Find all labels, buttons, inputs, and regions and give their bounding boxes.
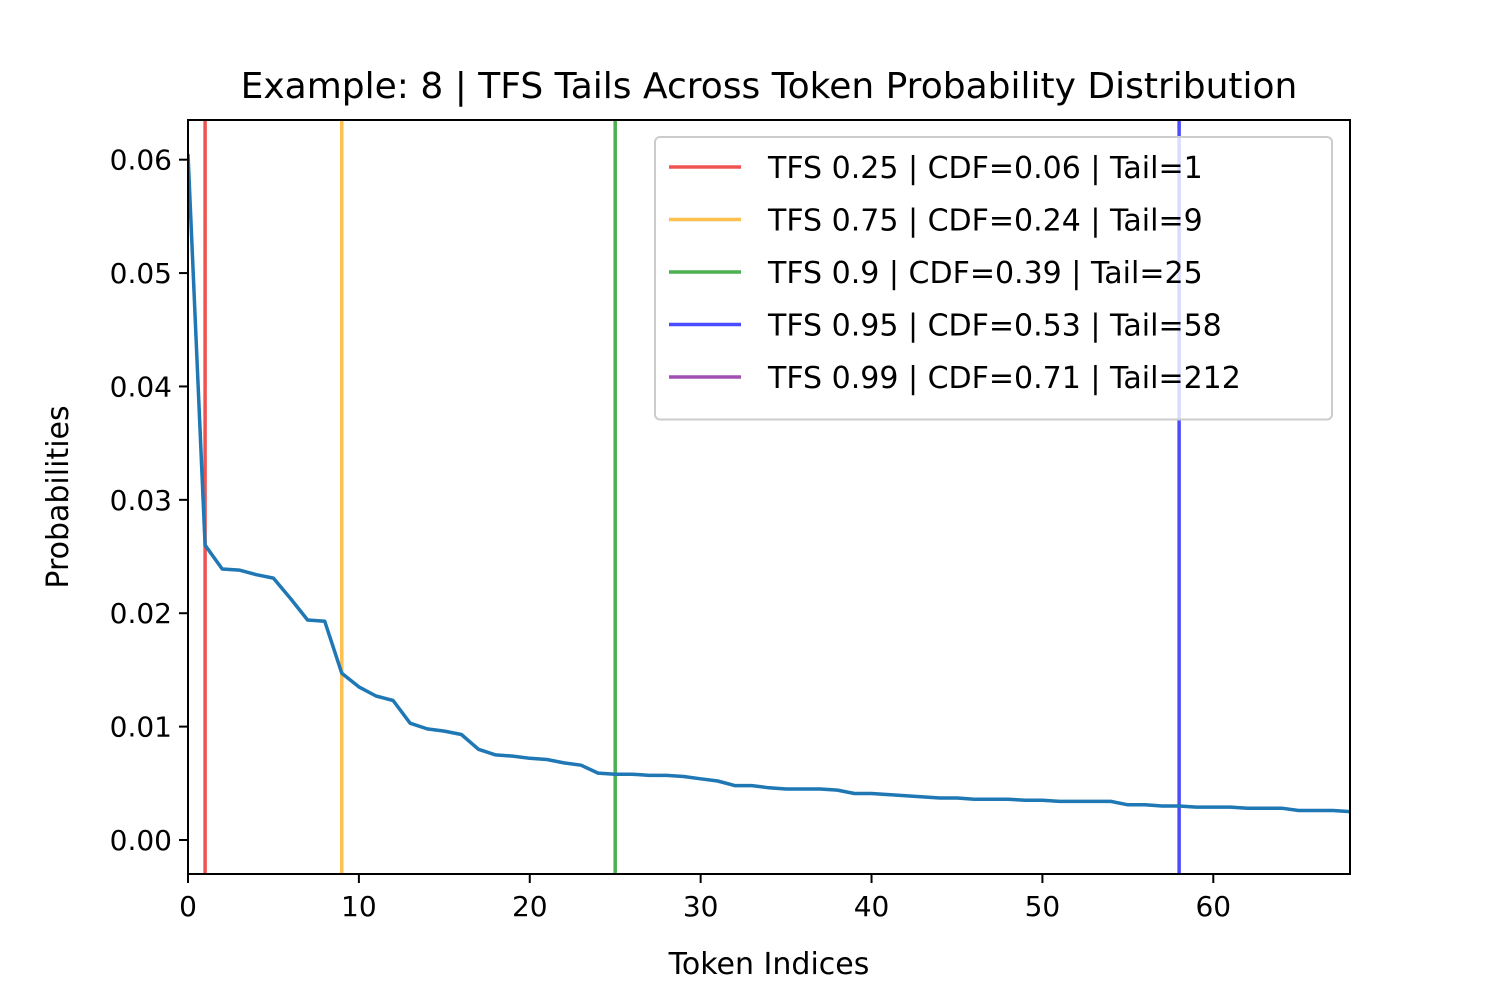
legend-box [654, 136, 1333, 421]
x-axis: 0 10 20 30 40 50 60 [179, 874, 1231, 923]
x-tick-label: 10 [341, 890, 377, 923]
x-tick-label: 60 [1195, 890, 1231, 923]
x-tick-label: 50 [1025, 890, 1061, 923]
y-tick-label: 0.01 [110, 711, 172, 744]
y-tick-label: 0.02 [110, 597, 172, 630]
y-axis-label: Probabilities [41, 405, 76, 588]
legend: TFS 0.25 | CDF=0.06 | Tail=1 TFS 0.75 | C… [654, 136, 1333, 421]
y-tick-label: 0.04 [110, 370, 172, 403]
legend-entry-label: TFS 0.9 | CDF=0.39 | Tail=25 [767, 256, 1203, 291]
y-tick-label: 0.06 [110, 144, 172, 177]
y-tick-label: 0.00 [110, 824, 172, 857]
y-tick-label: 0.03 [110, 484, 172, 517]
plot-frame [187, 119, 1351, 875]
series-layer [188, 153, 1350, 814]
x-tick-label: 0 [179, 890, 197, 923]
legend-entry-label: TFS 0.95 | CDF=0.53 | Tail=58 [767, 309, 1222, 344]
legend-entry-label: TFS 0.99 | CDF=0.71 | Tail=212 [767, 361, 1241, 396]
legend-entry-label: TFS 0.25 | CDF=0.06 | Tail=1 [767, 151, 1203, 186]
x-tick-label: 30 [683, 890, 719, 923]
x-axis-label: Token Indices [668, 947, 870, 982]
chart-title: Example: 8 | TFS Tails Across Token Prob… [241, 66, 1298, 107]
x-tick-label: 40 [854, 890, 890, 923]
y-tick-label: 0.05 [110, 257, 172, 290]
probability-series-line [188, 153, 1350, 814]
legend-entry-label: TFS 0.75 | CDF=0.24 | Tail=9 [767, 204, 1203, 239]
x-tick-label: 20 [512, 890, 548, 923]
y-axis: 0.00 0.01 0.02 0.03 0.04 0.05 0.06 [110, 144, 188, 857]
